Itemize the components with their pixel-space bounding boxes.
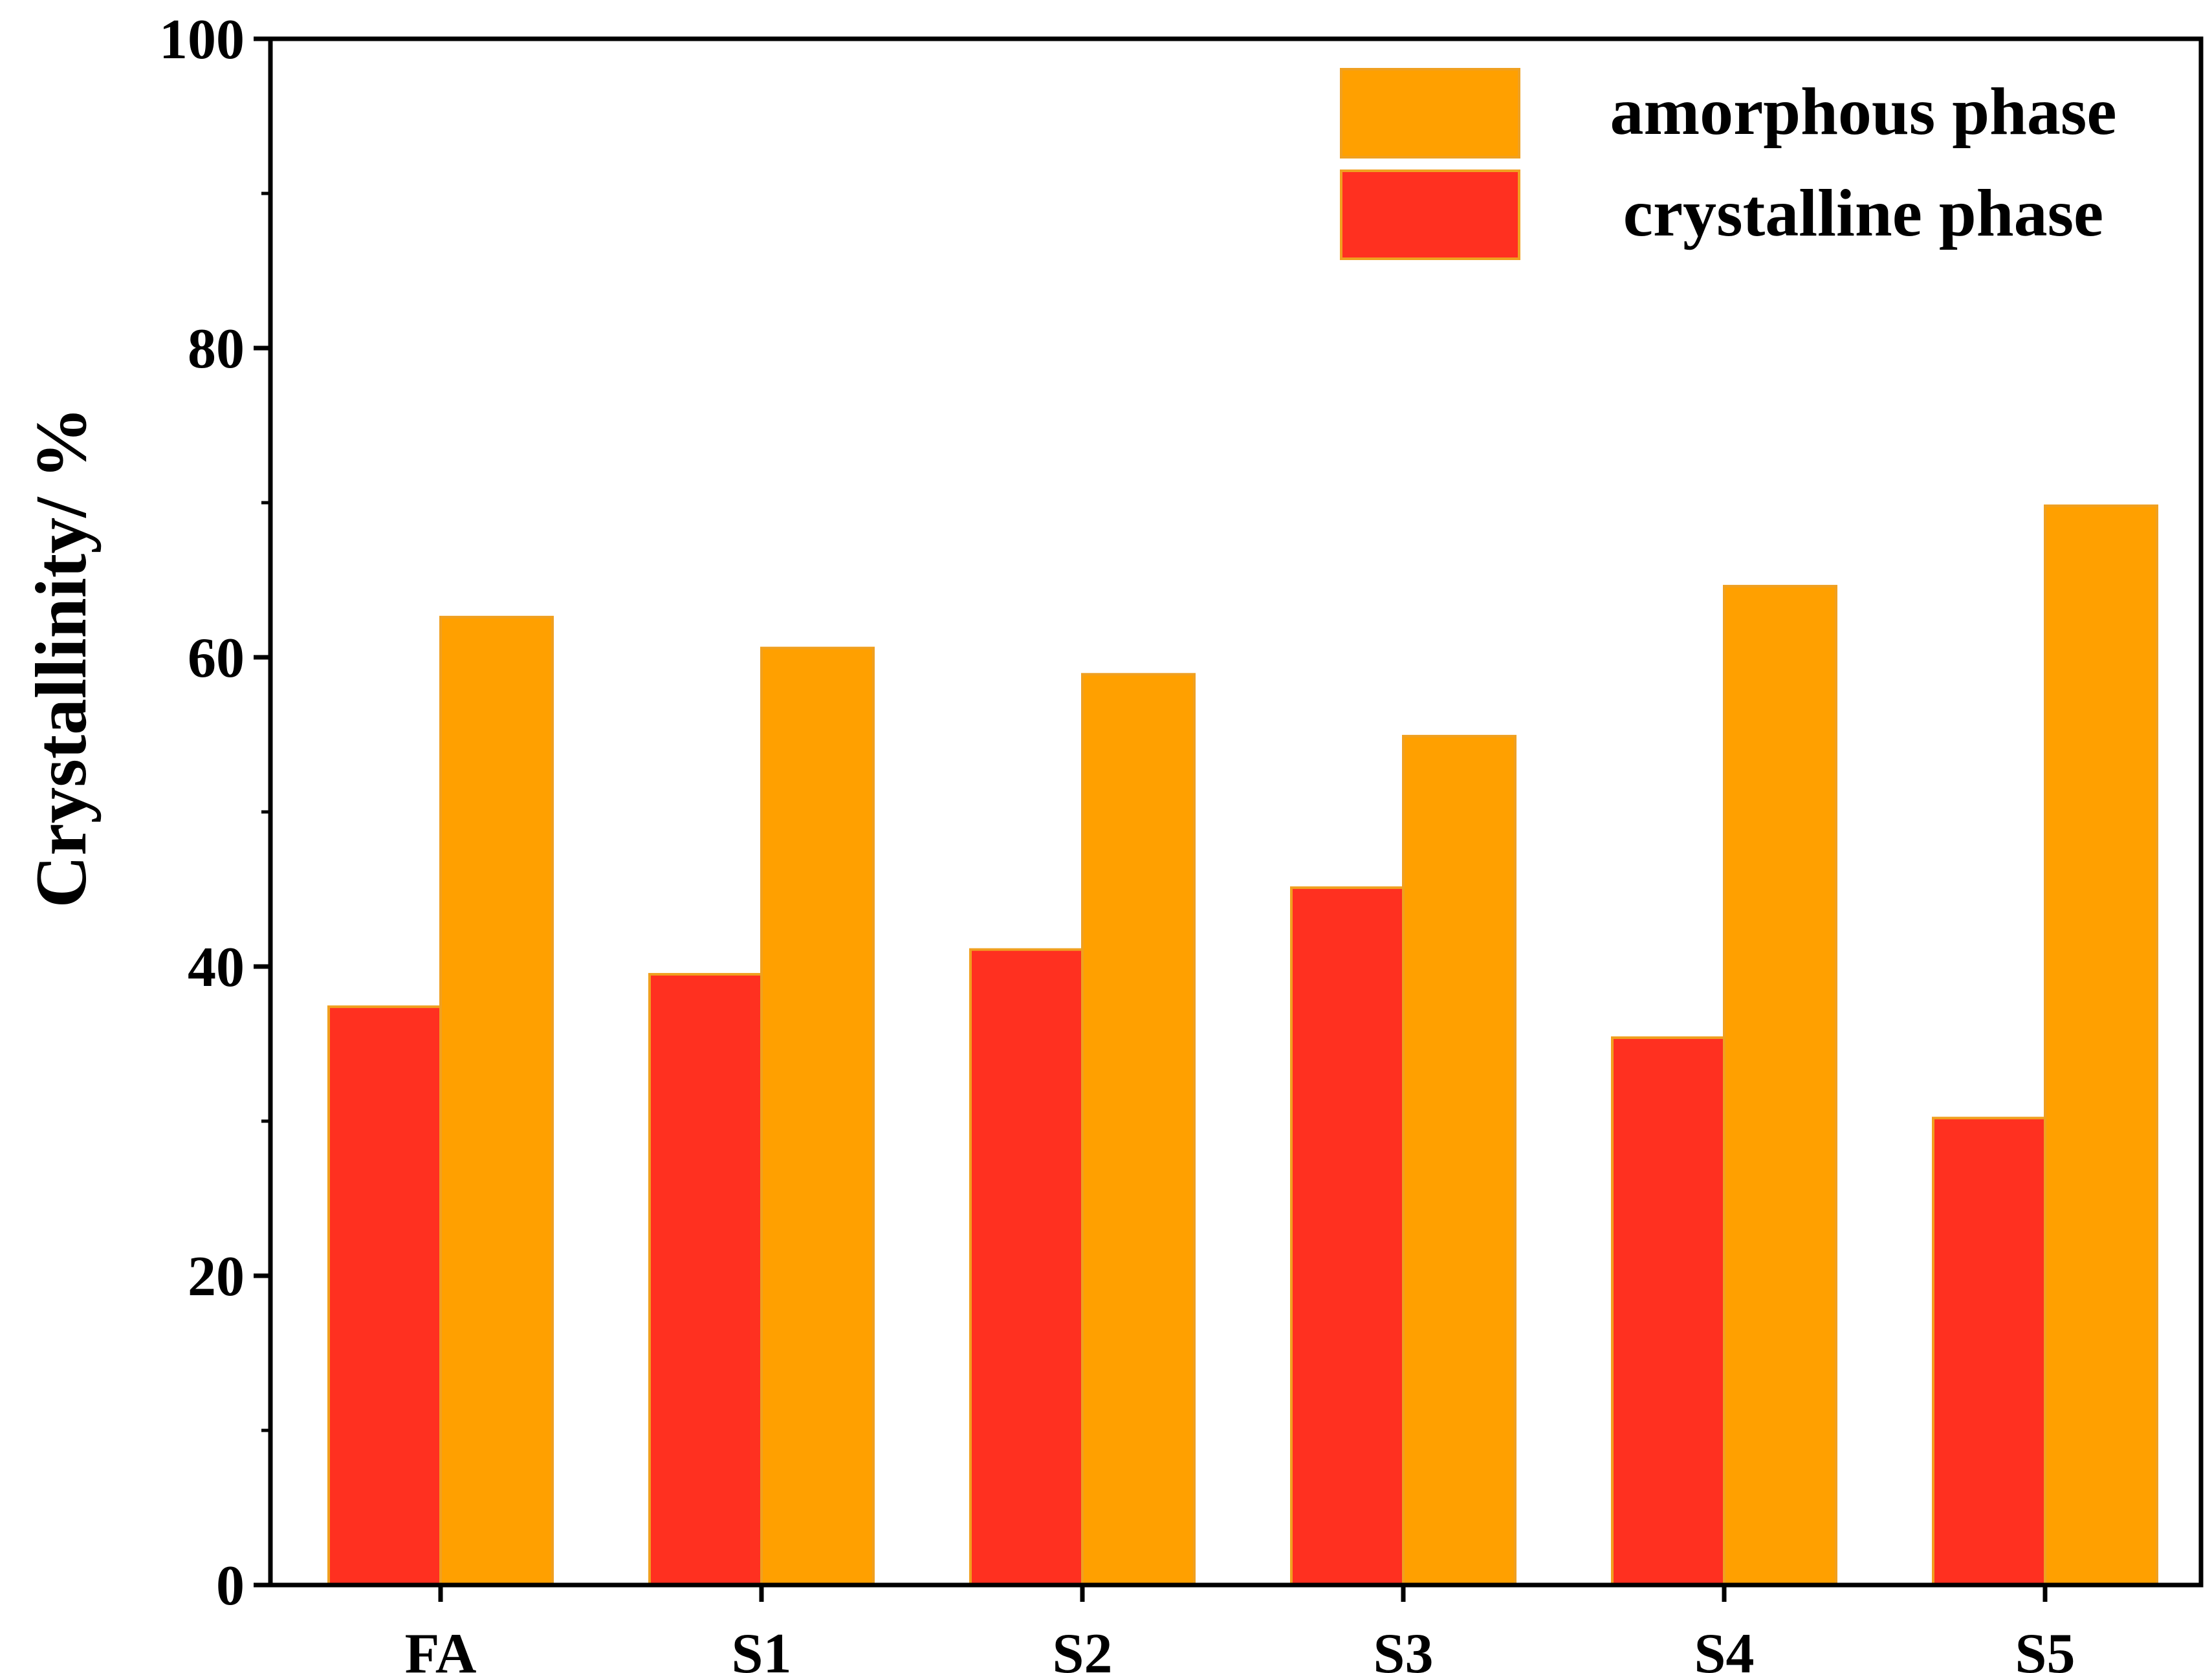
y-tick-label: 80 (188, 318, 245, 380)
bar-amorphous-phase-s1 (760, 646, 875, 1586)
legend-label-amorphous-phase: amorphous phase (1610, 74, 2116, 149)
legend-swatch-crystalline-phase (1340, 169, 1520, 260)
x-tick-label: S5 (2015, 1623, 2075, 1673)
bar-amorphous-phase-s2 (1081, 673, 1196, 1586)
bar-amorphous-phase-fa (439, 615, 554, 1586)
legend-label-crystalline-phase: crystalline phase (1623, 176, 2103, 250)
x-tick-label: S4 (1694, 1623, 1755, 1673)
bar-amorphous-phase-s3 (1402, 734, 1517, 1586)
y-tick-label: 100 (159, 8, 245, 71)
bar-crystalline-phase-s2 (969, 948, 1084, 1586)
y-axis-title: Crystallinity/ % (21, 407, 102, 908)
bar-crystalline-phase-s1 (648, 972, 763, 1586)
bar-amorphous-phase-s4 (1723, 585, 1837, 1586)
legend: amorphous phase crystalline phase (1340, 68, 2117, 260)
bar-crystalline-phase-fa (327, 1005, 442, 1586)
x-tick-label: S3 (1374, 1623, 1434, 1673)
y-tick-label: 0 (216, 1555, 245, 1617)
bar-crystalline-phase-s3 (1290, 886, 1405, 1586)
y-tick-label: 40 (188, 936, 245, 999)
y-tick-label: 60 (188, 627, 245, 690)
plot-frame (268, 36, 2204, 1588)
bar-crystalline-phase-s4 (1611, 1036, 1725, 1586)
axis-layer: FA S1 S2 S3 S4 S5 0 20 40 60 80 100 (159, 8, 2075, 1673)
x-tick-label: FA (405, 1623, 477, 1673)
y-tick-label: 20 (188, 1245, 245, 1308)
bar-crystalline-phase-s5 (1932, 1117, 2046, 1586)
x-tick-label: S2 (1053, 1623, 1113, 1673)
bars-layer (327, 504, 2158, 1586)
legend-swatch-amorphous-phase (1340, 68, 1520, 159)
x-tick-label: S1 (732, 1623, 792, 1673)
bar-amorphous-phase-s5 (2044, 504, 2158, 1586)
